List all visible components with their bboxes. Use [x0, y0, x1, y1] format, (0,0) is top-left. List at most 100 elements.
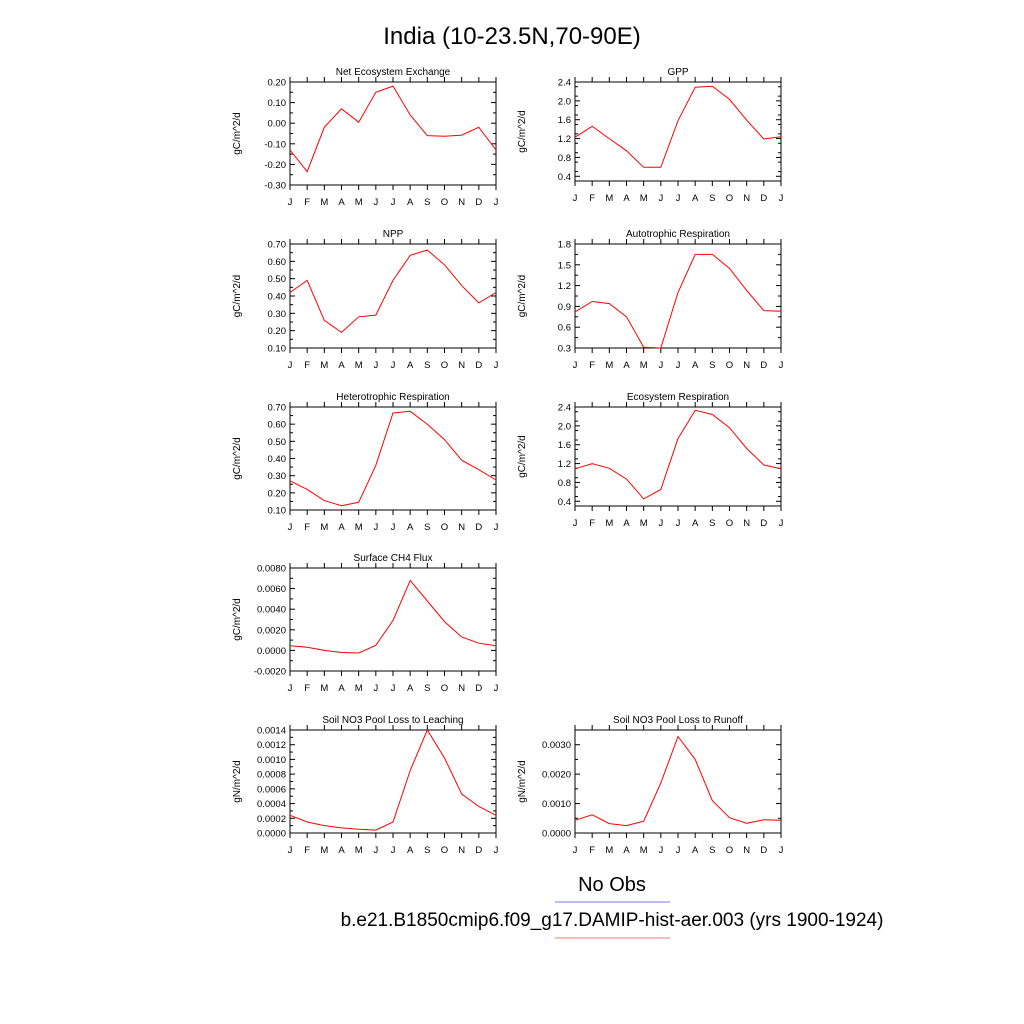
y-tick-label: 0.0060	[257, 584, 286, 595]
y-tick-label: 0.0012	[257, 740, 286, 751]
x-tick-label: N	[458, 360, 465, 371]
x-tick-label: J	[391, 360, 396, 371]
y-tick-label: 1.6	[558, 440, 571, 451]
x-tick-label: J	[676, 518, 681, 529]
x-tick-label: J	[658, 845, 663, 856]
x-tick-label: N	[458, 197, 465, 208]
y-tick-label: 0.70	[268, 240, 287, 251]
x-tick-label: J	[676, 845, 681, 856]
x-tick-label: J	[288, 522, 293, 533]
x-tick-label: O	[441, 197, 448, 208]
y-tick-label: 0.0000	[257, 829, 286, 840]
x-tick-label: D	[760, 360, 767, 371]
x-tick-label: A	[692, 845, 699, 856]
y-tick-label: 1.2	[558, 134, 571, 145]
x-tick-label: A	[623, 845, 630, 856]
y-axis-label: gC/m^2/d	[517, 275, 528, 318]
x-tick-label: D	[475, 522, 482, 533]
x-tick-label: M	[320, 197, 328, 208]
x-tick-label: O	[726, 518, 733, 529]
x-tick-label: O	[441, 522, 448, 533]
panel-npp: NPPgC/m^2/d0.700.600.500.400.300.200.10J…	[232, 229, 499, 371]
y-tick-label: 0.0006	[257, 784, 286, 795]
y-tick-label: 0.40	[268, 454, 287, 465]
x-tick-label: J	[676, 360, 681, 371]
y-tick-label: 0.10	[268, 506, 287, 517]
x-tick-label: J	[779, 518, 784, 529]
x-tick-label: F	[304, 845, 310, 856]
y-tick-label: 0.40	[268, 292, 287, 303]
series-line	[289, 85, 497, 173]
x-tick-label: A	[692, 193, 699, 204]
panel-title: NPP	[383, 229, 404, 240]
y-tick-label: 2.4	[558, 78, 571, 89]
x-tick-label: J	[779, 360, 784, 371]
y-tick-label: 0.8	[558, 478, 571, 489]
x-tick-label: A	[407, 522, 414, 533]
y-tick-label: 1.2	[558, 281, 571, 292]
x-tick-label: J	[779, 845, 784, 856]
panel-soil-no3-pool-loss-to-runoff: Soil NO3 Pool Loss to Runoff gN/m^2/d 0.00…	[517, 715, 784, 856]
panel-title: Net Ecosystem Exchange	[336, 67, 451, 78]
x-tick-label: A	[338, 845, 345, 856]
x-tick-label: O	[441, 683, 448, 694]
x-tick-label: M	[355, 522, 363, 533]
x-tick-label: A	[692, 518, 699, 529]
x-tick-label: S	[709, 518, 715, 529]
x-tick-label: N	[743, 360, 750, 371]
y-tick-label: 0.10	[268, 344, 287, 355]
x-tick-label: O	[726, 360, 733, 371]
x-tick-label: M	[640, 360, 648, 371]
y-tick-label: 0.0010	[257, 755, 286, 766]
legend: No Obs b.e21.B1850cmip6.f09_g17.DAMIP-hi…	[341, 874, 884, 939]
x-tick-label: M	[355, 360, 363, 371]
x-tick-label: A	[407, 845, 414, 856]
x-tick-label: M	[605, 845, 613, 856]
y-axis-label: gC/m^2/d	[517, 435, 528, 478]
y-tick-label: 0.0040	[257, 605, 286, 616]
y-tick-label: 0.3	[558, 344, 571, 355]
x-tick-label: A	[407, 360, 414, 371]
x-tick-label: S	[709, 845, 715, 856]
y-tick-label: 0.0010	[542, 799, 571, 810]
x-tick-label: S	[709, 193, 715, 204]
x-tick-label: F	[589, 518, 595, 529]
panel-title: Autotrophic Respiration	[626, 229, 730, 240]
series-line	[574, 409, 782, 500]
y-tick-label: 0.9	[558, 302, 571, 313]
y-tick-label: 0.30	[268, 309, 287, 320]
x-tick-label: J	[658, 360, 663, 371]
x-tick-label: J	[288, 845, 293, 856]
x-tick-label: F	[589, 360, 595, 371]
plot-frame	[289, 243, 497, 349]
x-tick-label: J	[573, 360, 578, 371]
y-tick-label: 0.30	[268, 471, 287, 482]
y-tick-label: 0.8	[558, 153, 571, 164]
y-tick-label: 2.4	[558, 403, 571, 414]
x-tick-label: D	[760, 193, 767, 204]
legend-label-model-run: b.e21.B1850cmip6.f09_g17.DAMIP-hist-aer.…	[341, 910, 884, 931]
x-tick-label: S	[424, 360, 430, 371]
y-axis-label: gC/m^2/d	[232, 598, 243, 641]
x-tick-label: J	[288, 197, 293, 208]
x-tick-label: A	[692, 360, 699, 371]
x-tick-label: S	[709, 360, 715, 371]
y-tick-label: 0.20	[268, 326, 287, 337]
y-tick-label: 2.0	[558, 421, 571, 432]
y-tick-label: -0.0020	[254, 667, 286, 678]
x-tick-label: D	[475, 197, 482, 208]
y-tick-label: 0.20	[268, 488, 287, 499]
x-tick-label: J	[573, 845, 578, 856]
series-line	[289, 410, 497, 507]
x-tick-label: A	[407, 683, 414, 694]
y-tick-label: 0.00	[268, 119, 287, 130]
x-tick-label: J	[373, 683, 378, 694]
x-tick-label: J	[494, 683, 499, 694]
x-tick-label: M	[605, 193, 613, 204]
x-tick-label: D	[475, 845, 482, 856]
series-line	[289, 579, 497, 654]
x-tick-label: D	[475, 360, 482, 371]
y-axis-label: gN/m^2/d	[517, 760, 528, 803]
y-tick-label: -0.20	[264, 160, 286, 171]
